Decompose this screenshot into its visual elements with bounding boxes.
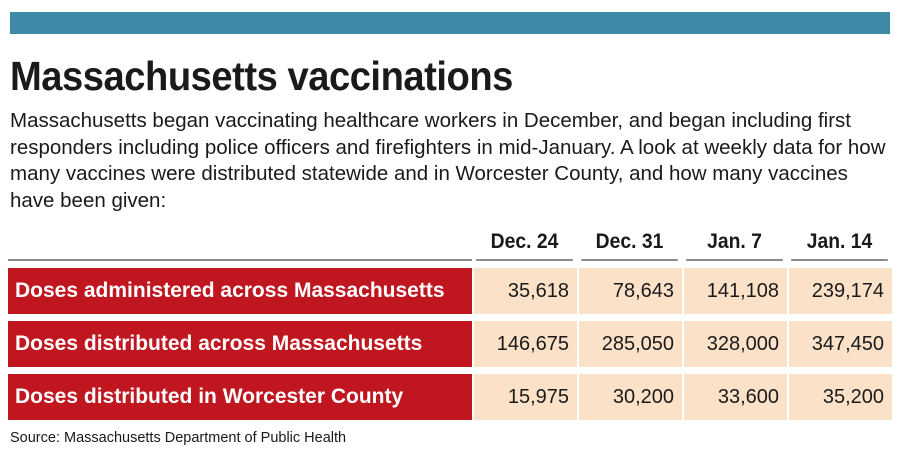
table-cell: 285,050 — [577, 321, 682, 367]
table-cell: 78,643 — [577, 268, 682, 314]
table-cell: 15,975 — [472, 374, 577, 420]
table-cell: 347,450 — [787, 321, 892, 367]
column-header: Dec. 24 — [476, 224, 573, 261]
page-title: Massachusetts vaccinations — [10, 53, 513, 99]
table-cell: 328,000 — [682, 321, 787, 367]
table-cell: 239,174 — [787, 268, 892, 314]
accent-bar — [10, 12, 890, 34]
table-cell: 30,200 — [577, 374, 682, 420]
table-cell: 33,600 — [682, 374, 787, 420]
row-label: Doses distributed in Worcester County — [8, 374, 472, 420]
column-header: Jan. 14 — [791, 224, 888, 261]
source-note: Source: Massachusetts Department of Publ… — [10, 430, 347, 446]
row-label: Doses distributed across Massachusetts — [8, 321, 472, 367]
table-cell: 35,618 — [472, 268, 577, 314]
table-cell: 146,675 — [472, 321, 577, 367]
header-corner — [8, 224, 472, 261]
row-label: Doses administered across Massachusetts — [8, 268, 472, 314]
table-cell: 141,108 — [682, 268, 787, 314]
data-table: Dec. 24 Dec. 31 Jan. 7 Jan. 14 Doses adm… — [8, 224, 892, 420]
table-cell: 35,200 — [787, 374, 892, 420]
column-header: Jan. 7 — [686, 224, 783, 261]
column-header: Dec. 31 — [581, 224, 678, 261]
intro-text: Massachusetts began vaccinating healthca… — [10, 109, 886, 212]
